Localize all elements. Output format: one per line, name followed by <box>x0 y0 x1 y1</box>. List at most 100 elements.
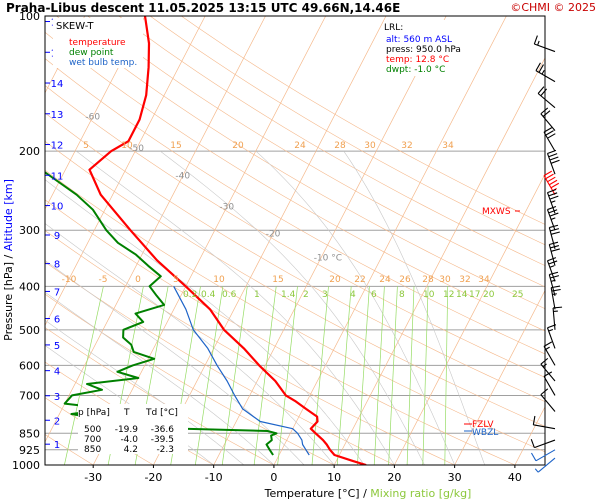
isotherm-line <box>45 16 146 210</box>
mixing-ratio-line <box>277 286 298 465</box>
mixing-ratio-label: 10 <box>423 290 435 300</box>
pressure-tick-label: 300 <box>19 224 40 237</box>
moist-adiabat-line <box>255 150 455 465</box>
moist-adiabat-line <box>45 260 305 465</box>
table-cell: -39.5 <box>151 435 174 445</box>
theta-label: 28 <box>334 141 346 151</box>
y-axis-label-separator: / <box>2 251 15 262</box>
mixing-ratio-line <box>388 286 398 465</box>
chart-title: Praha-Libus descent 11.05.2025 13:15 UTC… <box>6 1 400 15</box>
theta-label: 20 <box>329 275 341 285</box>
mixing-ratio-line <box>357 286 370 465</box>
fzlv-label: FZLV <box>472 420 494 430</box>
altitude-tick-label: 14 <box>51 79 64 90</box>
wind-barb <box>534 457 556 473</box>
x-axis-title: Temperature [°C] / Mixing ratio [g/kg] <box>264 487 472 500</box>
dry-adiabat-line <box>149 16 545 246</box>
theta-label: 26 <box>399 275 411 285</box>
x-axis-label-mixing: Mixing ratio [g/kg] <box>370 487 471 500</box>
theta-label: 5 <box>173 275 179 285</box>
legend-temperature: temperature <box>69 38 126 48</box>
isotherm-line <box>92 16 327 465</box>
y-axis-label-pressure: Pressure [hPa] <box>2 262 15 341</box>
moist-adiabat-label: -50 <box>129 144 144 154</box>
isotherm-line <box>273 16 507 465</box>
theta-label: 30 <box>439 275 451 285</box>
dry-adiabat-line <box>45 361 214 465</box>
wbzl-label: WBZL <box>472 428 498 438</box>
temperature-tick-label: 40 <box>508 471 522 484</box>
altitude-tick-label: 8 <box>54 260 60 271</box>
moist-adiabat-line <box>45 291 275 465</box>
theta-label: 24 <box>294 141 306 151</box>
theta-label: 24 <box>379 275 391 285</box>
pressure-tick-label: 100 <box>19 10 40 23</box>
altitude-tick-label: 7 <box>54 287 60 298</box>
wind-barb <box>548 271 560 296</box>
isotherm-line <box>153 16 387 465</box>
isotherm-line <box>454 289 545 465</box>
y-axis-label-altitude: Altitude [km] <box>2 179 15 251</box>
x-axis-label-temperature: Temperature [°C] <box>264 487 360 500</box>
theta-label: 34 <box>442 141 454 151</box>
theta-label: 5 <box>83 141 89 151</box>
table-header-td: Td [°C] <box>145 408 178 418</box>
pressure-tick-label: 200 <box>19 145 40 158</box>
dry-adiabat-line <box>118 16 545 266</box>
mixing-ratio-label: 0.6 <box>222 290 237 300</box>
theta-label: 22 <box>354 275 365 285</box>
altitude-tick-label: 2 <box>54 416 60 427</box>
altitude-tick-label: 1 <box>54 440 60 451</box>
mixing-ratio-label: 25 <box>512 290 523 300</box>
wind-barb <box>552 306 563 330</box>
temperature-tick-label: 0 <box>270 471 277 484</box>
mixing-ratio-label: 4 <box>350 290 356 300</box>
temperature-tick-label: -30 <box>84 471 102 484</box>
dry-adiabat-line <box>45 293 335 465</box>
mixing-ratio-label: 12 <box>443 290 454 300</box>
wind-barb <box>535 62 556 83</box>
plot-frame <box>44 15 546 466</box>
moist-adiabat-label: -40 <box>175 171 190 181</box>
legend-wetbulb: wet bulb temp. <box>69 58 137 68</box>
summary-table: p [hPa] T Td [°C] 500 -19.9 -36.6 700 -4… <box>78 404 188 455</box>
mixing-ratio-line <box>373 286 385 465</box>
mixing-ratio-label: 14 <box>456 290 468 300</box>
altitude-tick-label: 9 <box>54 231 60 242</box>
wind-barb <box>546 149 560 175</box>
dry-adiabat-line <box>45 85 545 378</box>
table-header-p: p [hPa] <box>78 408 110 418</box>
mixing-ratio-line <box>64 286 104 465</box>
mixing-ratio-line <box>221 286 248 465</box>
dry-adiabat-line <box>181 16 545 225</box>
altitude-tick-label: 12 <box>51 141 64 152</box>
moist-adiabat-line <box>45 223 335 465</box>
mixing-ratio-line <box>311 286 329 465</box>
table-cell: -4.0 <box>120 435 138 445</box>
mixing-ratio-label: 8 <box>399 290 405 300</box>
theta-label: 15 <box>272 275 283 285</box>
wind-barb <box>543 371 556 396</box>
moist-adiabat-label: -10 °C <box>314 253 342 263</box>
moist-adiabat-line <box>343 151 486 465</box>
mixing-ratio-label: 3 <box>322 290 328 300</box>
theta-label: 34 <box>478 275 490 285</box>
mixing-ratio-label: 20 <box>483 290 495 300</box>
pressure-tick-label: 850 <box>19 427 40 440</box>
isotherm-line <box>45 16 206 327</box>
mixing-ratio-label: 6 <box>371 290 377 300</box>
legend-title: SKEW-T <box>56 21 94 32</box>
mixing-ratio-line <box>444 286 449 465</box>
dry-adiabat-line <box>87 16 545 288</box>
theta-label: 32 <box>459 275 470 285</box>
dry-adiabat-line <box>45 58 545 355</box>
moist-adiabat-label: -60 <box>85 112 100 122</box>
dry-adiabat-line <box>45 112 545 402</box>
mixing-ratio-label: 0.4 <box>201 290 216 300</box>
mixing-ratio-label: 0.2 <box>183 290 197 300</box>
moist-adiabat-line <box>45 319 244 465</box>
altitude-tick-label: 5 <box>54 341 60 352</box>
altitude-tick-label: 4 <box>54 367 60 378</box>
moist-adiabat-label: -30 <box>219 203 234 213</box>
